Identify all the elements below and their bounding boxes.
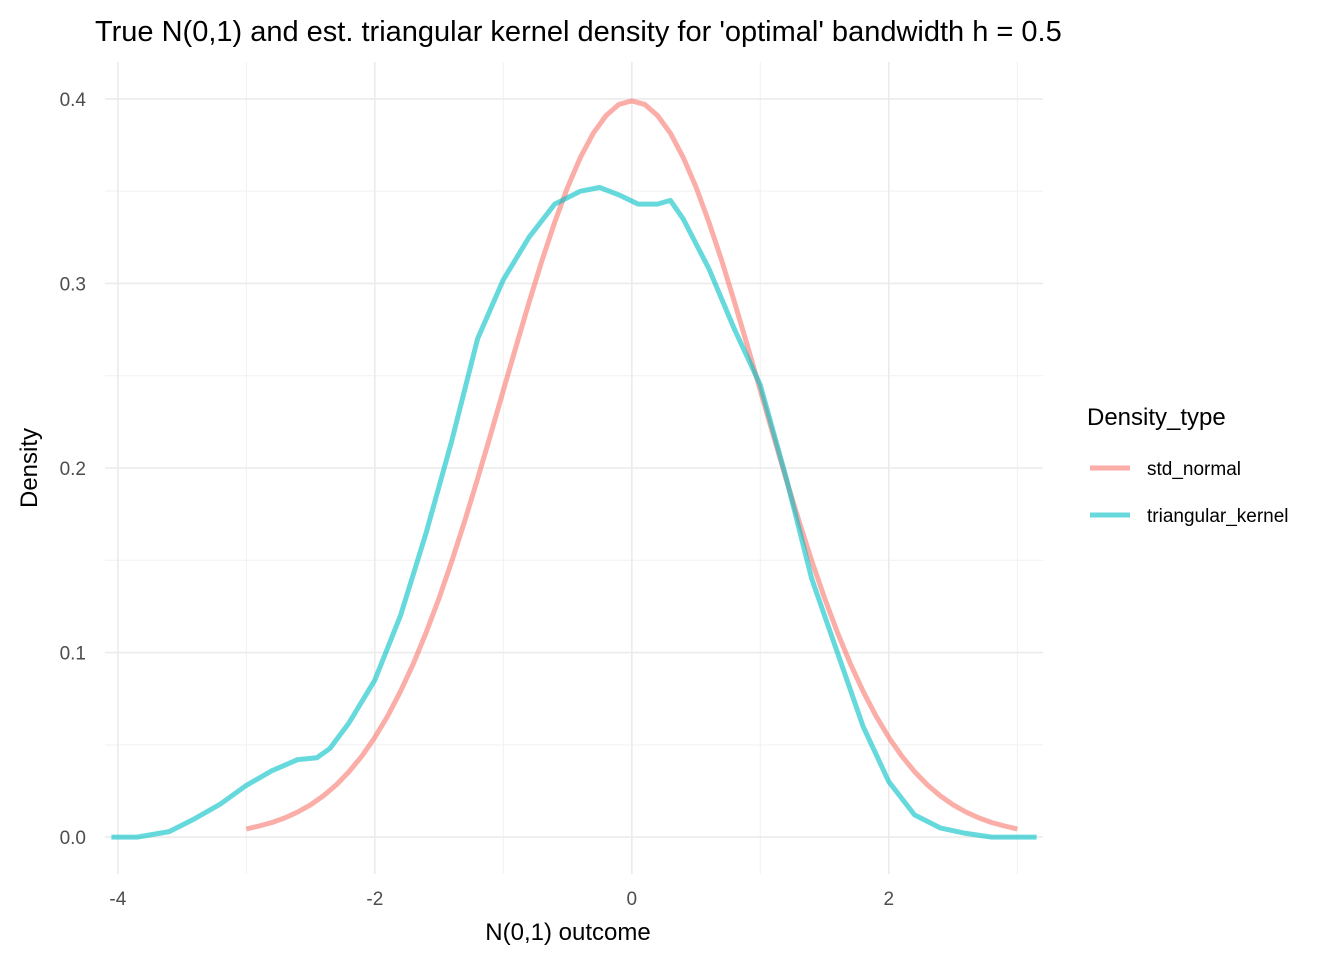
legend-label: std_normal — [1147, 459, 1241, 480]
x-tick-label: -4 — [109, 889, 126, 910]
series-layer — [111, 98, 1037, 840]
y-axis-label: Density — [16, 428, 43, 508]
y-tick-label: 0.3 — [60, 274, 86, 295]
y-tick-label: 0.2 — [60, 459, 86, 480]
y-tick-label: 0.0 — [60, 828, 86, 849]
y-tick-label: 0.1 — [60, 644, 86, 665]
x-tick-label: 0 — [627, 889, 638, 910]
legend-label: triangular_kernel — [1147, 506, 1289, 527]
legend-items: std_normal triangular_kernel — [1090, 459, 1289, 527]
x-tick-label: -2 — [366, 889, 383, 910]
y-tick-label: 0.4 — [60, 90, 87, 111]
x-tick-label: 2 — [884, 889, 895, 910]
chart-title: True N(0,1) and est. triangular kernel d… — [95, 16, 1062, 48]
legend-item-triangular-kernel: triangular_kernel — [1090, 506, 1289, 527]
legend: Density_type std_normal triangular_kernel — [1087, 404, 1289, 527]
legend-title: Density_type — [1087, 404, 1226, 431]
legend-item-std-normal: std_normal — [1090, 459, 1241, 480]
x-axis-label: N(0,1) outcome — [485, 919, 650, 946]
series-line-triangular-kernel — [111, 185, 1037, 840]
y-axis-ticks: 0.0 0.1 0.2 0.3 0.4 — [60, 90, 87, 849]
x-axis-ticks: -4 -2 0 2 — [109, 889, 894, 910]
series-line-std-normal — [245, 98, 1018, 832]
